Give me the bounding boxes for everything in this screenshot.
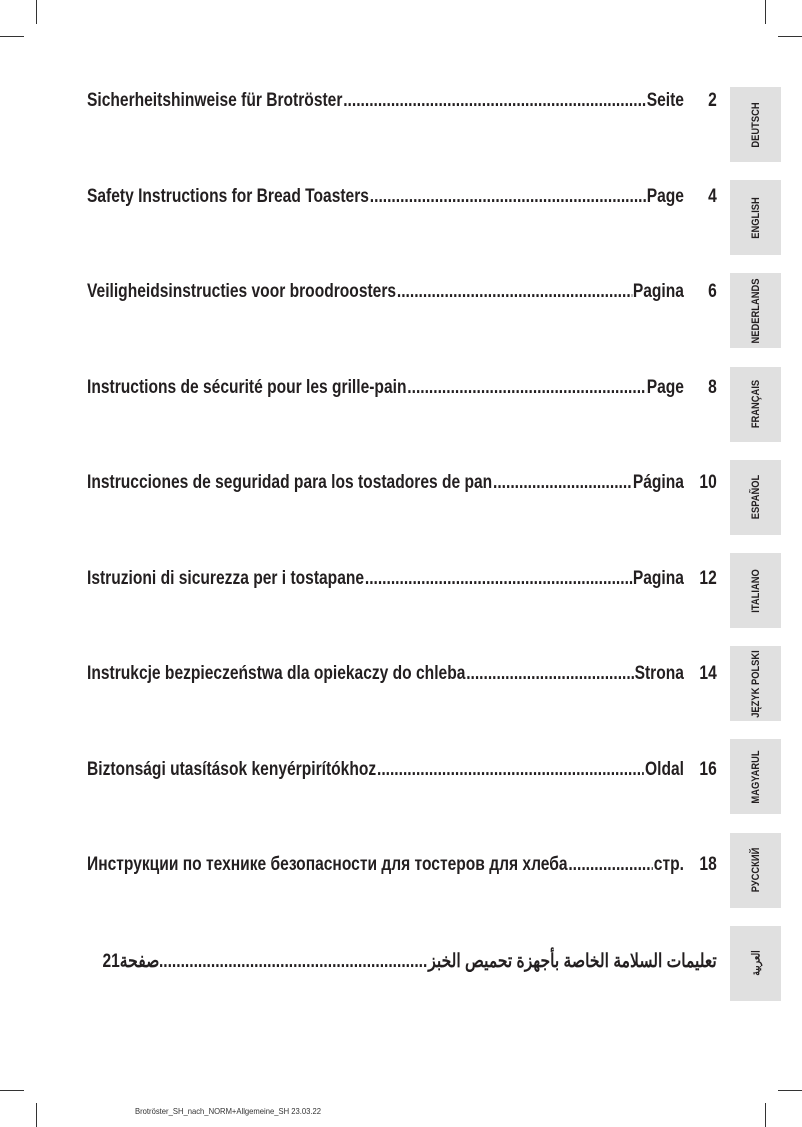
language-tab[interactable]: DEUTSCH	[730, 87, 781, 162]
page-label: Página	[632, 472, 684, 493]
toc-entry[interactable]: Istruzioni di sicurezza per i tostapane P…	[87, 568, 717, 592]
page-number: 14	[699, 663, 717, 684]
page-number: 10	[699, 472, 717, 493]
crop-mark	[765, 0, 766, 24]
crop-mark	[36, 0, 37, 24]
entry-title: Veiligheidsinstructies voor broodrooster…	[87, 281, 397, 302]
language-tab-label: MAGYARUL	[749, 750, 762, 804]
entry-title: Safety Instructions for Bread Toasters	[87, 185, 369, 207]
entry-title: تعليمات السلامة الخاصة بأجهزة تحميص الخب…	[428, 950, 717, 972]
entry-title: Instructions de sécurité pour les grille…	[87, 376, 407, 398]
language-tab-label: NEDERLANDS	[749, 278, 762, 344]
page-number: 21	[102, 950, 120, 972]
language-tab[interactable]: ITALIANO	[730, 553, 781, 628]
language-tab[interactable]: ESPAÑOL	[730, 459, 781, 535]
leader-dots	[568, 854, 653, 876]
leader-dots	[160, 951, 427, 973]
page-label: стр.	[653, 854, 684, 875]
page-number: 6	[708, 281, 717, 302]
page-label: صفحة	[119, 950, 160, 972]
page-label: Page	[646, 185, 684, 207]
toc-entry[interactable]: Biztonsági utasítások kenyérpirítókhoz Ol…	[87, 759, 717, 783]
language-tab[interactable]: JĘZYK POLSKI	[730, 646, 781, 722]
language-tab-label: FRANÇAIS	[749, 379, 762, 429]
crop-mark	[0, 1090, 24, 1091]
entry-title: Instrukcje bezpieczeństwa dla opiekaczy …	[87, 663, 466, 684]
language-tab[interactable]: MAGYARUL	[730, 739, 781, 815]
toc-entry[interactable]: Instructions de sécurité pour les grille…	[87, 377, 717, 401]
entry-title: Инструкции по технике безопасности для т…	[87, 854, 568, 875]
crop-mark	[765, 1103, 766, 1127]
language-tab[interactable]: NEDERLANDS	[730, 273, 781, 349]
entry-title: Instrucciones de seguridad para los tost…	[87, 472, 493, 493]
toc-entry[interactable]: Sicherheitshinweise für Brotröster Seite 2	[87, 90, 717, 114]
language-tab[interactable]: РУССКИЙ	[730, 832, 781, 908]
leader-dots	[370, 186, 646, 208]
page-number: 18	[699, 854, 717, 875]
entry-title: Istruzioni di sicurezza per i tostapane	[87, 567, 365, 589]
toc-entry[interactable]: Veiligheidsinstructies voor broodrooster…	[87, 281, 717, 305]
crop-mark	[778, 1090, 802, 1091]
footer-file-info: Brotröster_SH_nach_NORM+Allgemeine_SH 23…	[135, 1106, 322, 1116]
crop-mark	[0, 36, 24, 37]
entry-title: Sicherheitshinweise für Brotröster	[87, 90, 343, 111]
language-tab-label: ENGLISH	[749, 196, 762, 239]
entry-title: Biztonsági utasítások kenyérpirítókhoz	[87, 758, 377, 780]
leader-dots	[397, 281, 632, 303]
leader-dots	[493, 472, 632, 494]
language-tab-label: ITALIANO	[749, 568, 762, 613]
toc-entry[interactable]: Safety Instructions for Bread Toasters Pa…	[87, 186, 717, 210]
language-tab-label: العربية	[750, 950, 762, 977]
language-tab-label: РУССКИЙ	[749, 847, 762, 893]
language-tab-label: ESPAÑOL	[749, 475, 762, 520]
page-label: Strona	[634, 663, 684, 684]
page-number: 4	[708, 185, 717, 207]
leader-dots	[377, 759, 644, 781]
toc-entry[interactable]: تعليمات السلامة الخاصة بأجهزة تحميص الخب…	[87, 950, 717, 974]
page-number: 8	[708, 376, 717, 398]
language-tab-label: DEUTSCH	[749, 101, 762, 148]
page-number: 2	[708, 90, 717, 111]
crop-mark	[36, 1103, 37, 1127]
language-tab[interactable]: ENGLISH	[730, 180, 781, 256]
toc-entry[interactable]: Instrukcje bezpieczeństwa dla opiekaczy …	[87, 663, 717, 687]
toc-entry[interactable]: Инструкции по технике безопасности для т…	[87, 854, 717, 878]
page-number: 12	[699, 567, 717, 589]
crop-mark	[778, 36, 802, 37]
page-label: Oldal	[644, 758, 684, 780]
leader-dots	[343, 90, 646, 112]
page-number: 16	[699, 758, 717, 780]
language-tab-label: JĘZYK POLSKI	[749, 649, 762, 718]
page-label: Pagina	[632, 281, 684, 302]
language-tab[interactable]: العربية	[730, 925, 781, 1001]
leader-dots	[407, 377, 646, 399]
page-label: Seite	[646, 90, 684, 111]
page-label: Pagina	[632, 567, 684, 589]
page-label: Page	[646, 376, 684, 398]
toc-entry[interactable]: Instrucciones de seguridad para los tost…	[87, 472, 717, 496]
leader-dots	[466, 663, 634, 685]
leader-dots	[365, 568, 632, 590]
language-tab[interactable]: FRANÇAIS	[730, 366, 781, 442]
